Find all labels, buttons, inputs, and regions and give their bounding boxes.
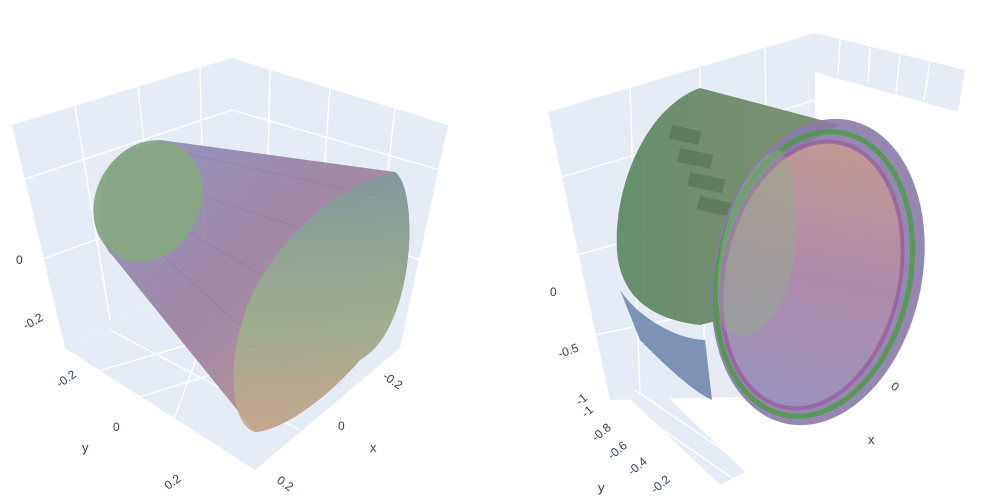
right-z-tick-0: 0 [550,285,557,299]
left-x-tick-2: 0.2 [274,473,296,494]
right-y-tick-4: -0.2 [648,472,673,496]
right-y-tick-2: -0.6 [605,438,630,462]
left-y-axis-title: y [82,440,89,455]
scene-left[interactable]: 0 -0.2 -0.2 0 0.2 -0.2 0 0.2 y x [12,58,448,494]
frustum-large-cap [233,172,410,432]
left-z-tick-0: 0 [16,253,23,267]
cylinder-cap [717,150,797,336]
cylinder-inner-face [721,141,903,409]
left-x-axis-title: x [370,440,377,455]
right-x-axis-title: x [868,432,875,447]
right-x-tick-0: 0 [888,379,902,394]
right-z-tick-1: -0.5 [556,340,581,360]
right-y-tick-1: -0.8 [589,420,614,444]
right-side-wall [800,33,965,112]
left-x-tick-0: -0.2 [380,369,405,393]
left-y-tick-0: -0.2 [54,367,79,391]
left-x-tick-1: 0 [338,419,345,433]
left-z-tick-1: -0.2 [21,310,46,333]
annular-ring-edge [712,129,916,419]
right-y-axis-title: y [598,480,605,495]
inner-rim [719,139,905,411]
left-y-tick-1: 0 [113,420,120,434]
cylinder-lower-face [620,290,712,400]
frustum-small-cap [93,140,203,262]
right-floor [605,370,745,485]
scene-right[interactable]: 0 -0.5 -1 -1 -0.8 -0.6 -0.4 -0.2 0 y x [548,33,965,496]
left-y-tick-2: 0.2 [162,471,184,492]
right-y-tick-3: -0.4 [625,454,650,478]
cylinder-shading [669,124,736,218]
